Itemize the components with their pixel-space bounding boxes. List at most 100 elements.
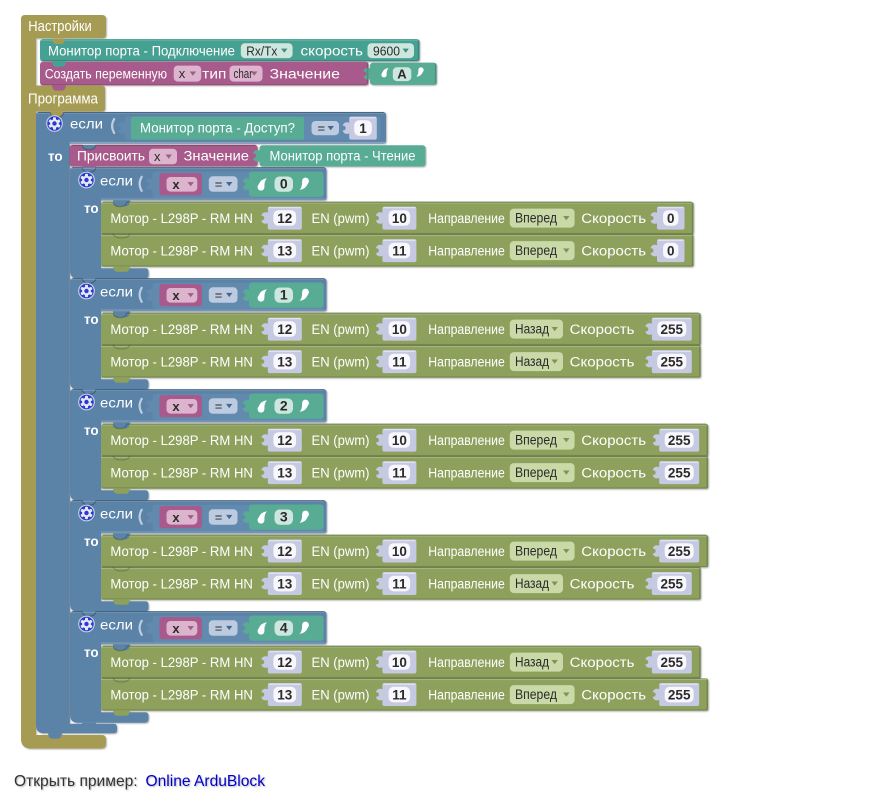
svg-text:255: 255 [661, 655, 684, 670]
svg-text:Вперед: Вперед [515, 211, 557, 226]
svg-text:EN (pwm): EN (pwm) [312, 655, 370, 670]
svg-text:12: 12 [277, 655, 292, 670]
svg-text:если: если [100, 394, 133, 410]
svg-text:Вперед: Вперед [515, 465, 557, 480]
svg-text:Скорость: Скорость [570, 322, 635, 337]
svg-text:Открыть пример:: Открыть пример: [14, 773, 138, 790]
svg-text:Направление: Направление [428, 655, 505, 670]
svg-text:Скорость: Скорость [570, 354, 635, 369]
svg-text:EN (pwm): EN (pwm) [312, 211, 370, 226]
svg-text:Скорость: Скорость [570, 576, 635, 591]
svg-text:13: 13 [277, 354, 293, 369]
svg-text:Мотор - L298P - RM HN: Мотор - L298P - RM HN [110, 465, 253, 480]
svg-text:EN (pwm): EN (pwm) [312, 433, 370, 448]
svg-text:12: 12 [277, 322, 292, 337]
svg-text:0: 0 [667, 243, 675, 258]
svg-text:x: x [179, 66, 186, 81]
svg-text:13: 13 [277, 465, 293, 480]
svg-text:то: то [84, 534, 99, 549]
svg-text:10: 10 [392, 655, 407, 670]
svg-text:Направление: Направление [428, 243, 505, 258]
svg-text:если: если [100, 505, 133, 521]
svg-text:EN (pwm): EN (pwm) [312, 544, 370, 559]
svg-text:Направление: Направление [428, 433, 505, 448]
svg-text:x: x [172, 399, 180, 414]
svg-text:Значение: Значение [184, 149, 250, 164]
svg-text:0: 0 [280, 176, 288, 192]
svg-text:Мотор - L298P - RM HN: Мотор - L298P - RM HN [110, 211, 253, 226]
svg-text:тип: тип [202, 66, 226, 81]
svg-text:Направление: Направление [428, 354, 505, 369]
svg-text:11: 11 [392, 465, 407, 480]
svg-text:x: x [172, 510, 180, 525]
svg-text:=: = [215, 177, 223, 192]
svg-text:10: 10 [392, 544, 407, 559]
svg-text:12: 12 [277, 433, 292, 448]
svg-text:то: то [48, 149, 63, 164]
svg-text:скорость: скорость [301, 43, 364, 58]
svg-text:Назад: Назад [515, 576, 549, 591]
svg-text:=: = [215, 399, 223, 414]
svg-text:10: 10 [392, 211, 407, 226]
svg-text:EN (pwm): EN (pwm) [312, 354, 370, 369]
svg-text:13: 13 [277, 687, 293, 702]
svg-text:EN (pwm): EN (pwm) [312, 576, 370, 591]
svg-text:то: то [84, 201, 99, 216]
svg-text:Скорость: Скорость [581, 687, 646, 702]
svg-text:Online ArduBlock: Online ArduBlock [146, 773, 266, 790]
svg-text:Мотор - L298P - RM HN: Мотор - L298P - RM HN [110, 433, 253, 448]
svg-text:4: 4 [280, 620, 288, 636]
svg-text:=: = [215, 510, 223, 525]
svg-text:255: 255 [668, 544, 691, 559]
svg-text:если: если [100, 172, 133, 188]
svg-text:x: x [172, 621, 180, 636]
svg-text:=: = [318, 121, 326, 136]
svg-text:Вперед: Вперед [515, 433, 557, 448]
svg-text:255: 255 [661, 322, 684, 337]
svg-text:Создать переменную: Создать переменную [45, 66, 167, 81]
svg-text:255: 255 [661, 576, 684, 591]
svg-text:10: 10 [392, 322, 407, 337]
svg-text:x: x [172, 288, 180, 303]
svg-text:Назад: Назад [515, 354, 549, 369]
svg-text:Направление: Направление [428, 465, 505, 480]
svg-text:1: 1 [359, 121, 367, 136]
svg-text:EN (pwm): EN (pwm) [312, 465, 370, 480]
svg-text:Rx/Tx: Rx/Tx [246, 44, 278, 58]
svg-text:x: x [154, 149, 161, 164]
svg-text:13: 13 [277, 576, 293, 591]
svg-text:Мотор - L298P - RM HN: Мотор - L298P - RM HN [110, 544, 253, 559]
svg-text:12: 12 [277, 211, 292, 226]
svg-text:Назад: Назад [515, 655, 549, 670]
svg-text:Направление: Направление [428, 687, 505, 702]
svg-text:Мотор - L298P - RM HN: Мотор - L298P - RM HN [110, 243, 253, 258]
svg-text:12: 12 [277, 544, 292, 559]
svg-text:Скорость: Скорость [570, 655, 635, 670]
svg-text:11: 11 [392, 576, 407, 591]
svg-text:Вперед: Вперед [515, 687, 557, 702]
svg-text:x: x [172, 177, 180, 192]
svg-text:Мотор - L298P - RM HN: Мотор - L298P - RM HN [110, 354, 253, 369]
svg-text:A: A [397, 67, 407, 82]
svg-text:Монитор порта - Подключение: Монитор порта - Подключение [48, 43, 235, 58]
svg-text:EN (pwm): EN (pwm) [312, 322, 370, 337]
svg-text:если: если [100, 616, 133, 632]
svg-text:Направление: Направление [428, 211, 505, 226]
svg-text:Программа: Программа [28, 92, 99, 108]
svg-text:Скорость: Скорость [581, 211, 646, 226]
svg-text:Вперед: Вперед [515, 544, 557, 559]
svg-text:255: 255 [661, 354, 684, 369]
svg-text:1: 1 [280, 287, 288, 303]
svg-text:EN (pwm): EN (pwm) [312, 243, 370, 258]
svg-text:Значение: Значение [270, 66, 341, 81]
svg-text:Скорость: Скорость [581, 243, 646, 258]
svg-text:Мотор - L298P - RM HN: Мотор - L298P - RM HN [110, 687, 253, 702]
svg-text:EN (pwm): EN (pwm) [312, 687, 370, 702]
svg-text:=: = [215, 621, 223, 636]
svg-text:9600: 9600 [373, 44, 400, 58]
svg-text:10: 10 [392, 433, 407, 448]
svg-text:Направление: Направление [428, 544, 505, 559]
svg-text:Скорость: Скорость [581, 465, 646, 480]
svg-text:=: = [215, 288, 223, 303]
svg-text:то: то [84, 645, 99, 660]
